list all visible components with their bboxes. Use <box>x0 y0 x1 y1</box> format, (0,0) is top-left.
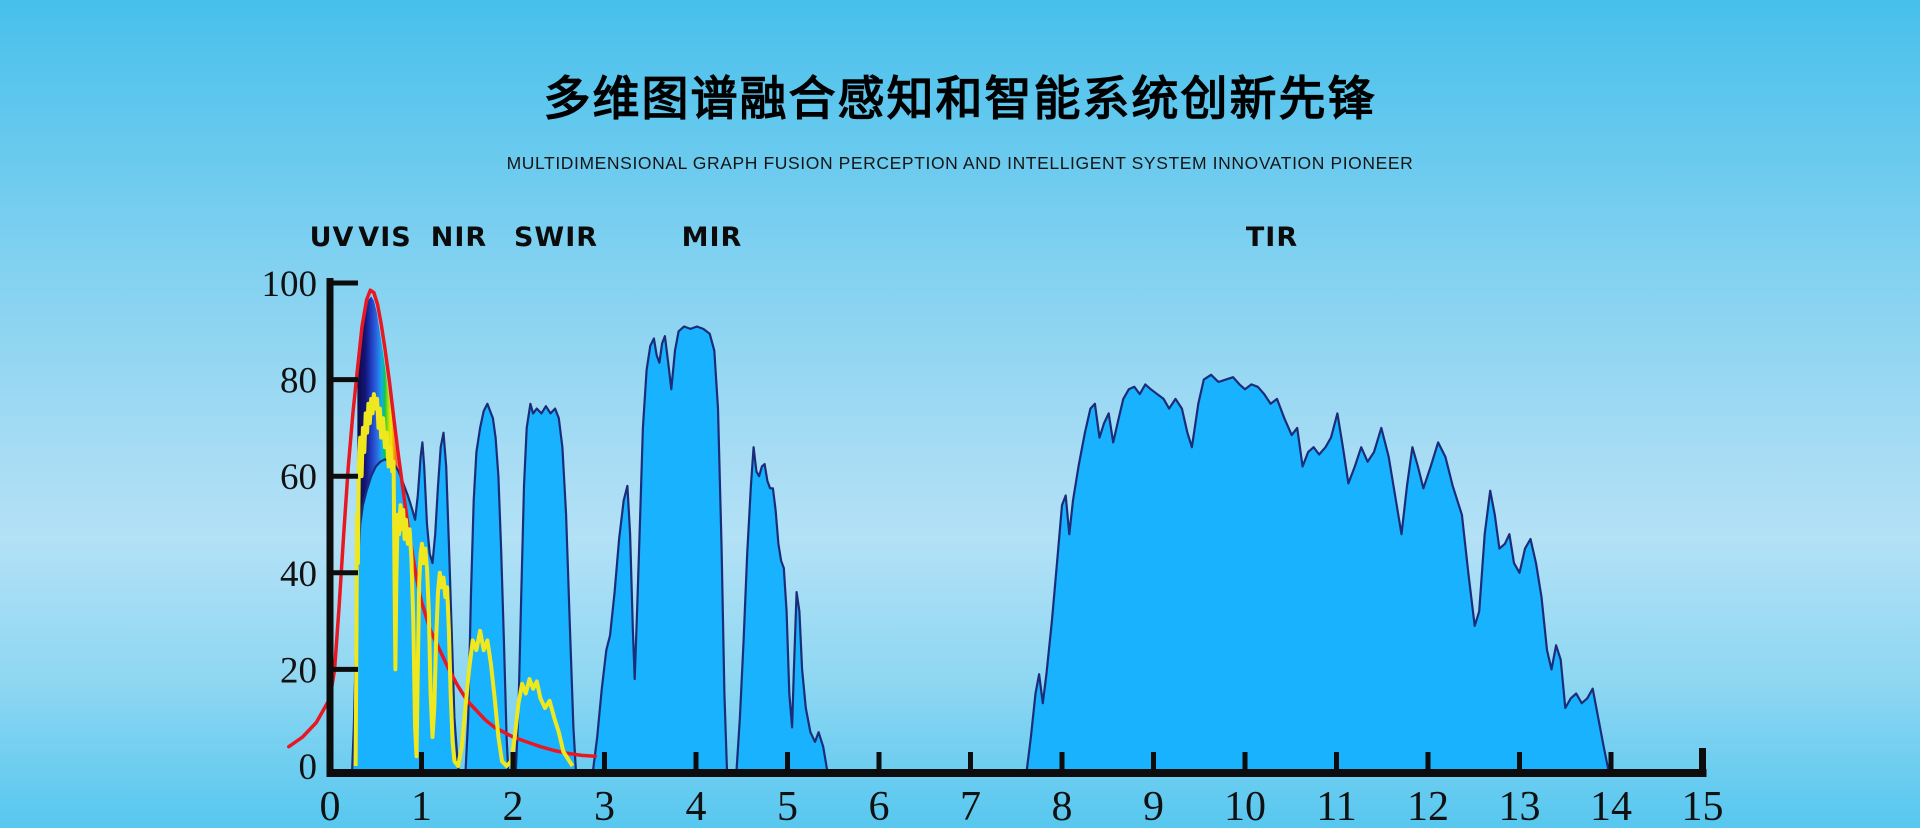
x-tick-label-6: 6 <box>869 784 890 828</box>
band-label-tir: TIR <box>1245 222 1299 253</box>
y-tick-label-20: 20 <box>280 650 317 691</box>
y-tick-label-80: 80 <box>280 361 317 402</box>
x-tick-label-9: 9 <box>1143 784 1164 828</box>
band-label-mir: MIR <box>681 222 743 253</box>
x-tick-label-5: 5 <box>777 784 798 828</box>
x-tick-label-11: 11 <box>1316 784 1356 828</box>
x-tick-label-2: 2 <box>503 784 524 828</box>
band-label-nir: NIR <box>430 222 488 253</box>
x-tick-label-13: 13 <box>1499 784 1541 828</box>
band-label-swir: SWIR <box>513 222 599 253</box>
x-tick-label-4: 4 <box>686 784 707 828</box>
x-tick-label-3: 3 <box>594 784 615 828</box>
band-label-uv: UV <box>309 222 355 253</box>
x-tick-label-12: 12 <box>1407 784 1449 828</box>
y-tick-label-100: 100 <box>262 264 318 305</box>
x-tick-label-10: 10 <box>1224 784 1266 828</box>
page-title: 多维图谱融合感知和智能系统创新先锋 <box>543 72 1377 125</box>
x-tick-label-15: 15 <box>1682 784 1724 828</box>
blackbody-envelope-curve <box>287 288 598 759</box>
solar-irradiance-curve <box>353 392 575 768</box>
x-tick-label-1: 1 <box>411 784 432 828</box>
x-tick-label-14: 14 <box>1590 784 1632 828</box>
x-tick-label-0: 0 <box>320 784 341 828</box>
x-tick-label-8: 8 <box>1052 784 1073 828</box>
y-tick-label-60: 60 <box>280 457 317 498</box>
page-subtitle: MULTIDIMENSIONAL GRAPH FUSION PERCEPTION… <box>506 153 1414 173</box>
band-label-vis: VIS <box>358 222 412 253</box>
y-tick-label-0: 0 <box>299 747 318 788</box>
atmospheric-transmission-windows <box>350 325 1611 776</box>
x-tick-label-7: 7 <box>960 784 981 828</box>
y-tick-label-40: 40 <box>280 554 317 595</box>
